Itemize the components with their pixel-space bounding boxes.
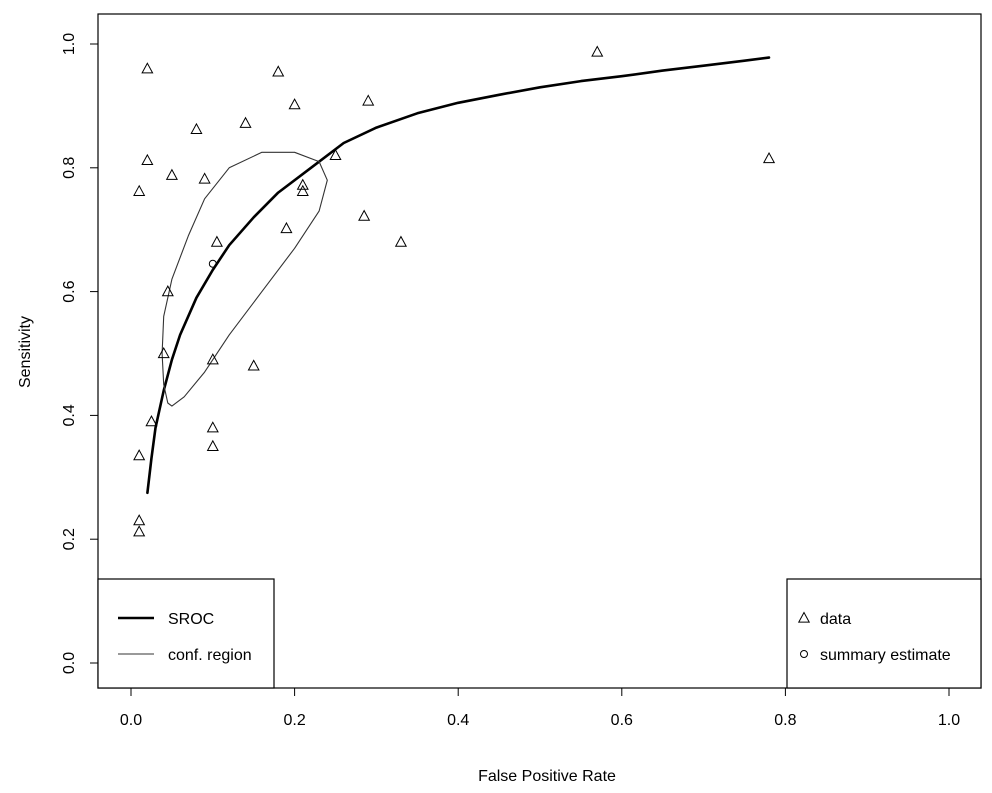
data-point-triangle [190, 122, 203, 135]
data-point-triangle [206, 421, 219, 433]
legend-layer: SROC conf. region data summary estimate [97, 578, 982, 689]
data-point-triangle [296, 184, 309, 196]
data-point-triangle [239, 116, 252, 128]
x-axis-label: False Positive Rate [478, 768, 616, 785]
data-point-triangle [141, 62, 154, 74]
x-tick-label: 0.4 [447, 712, 469, 729]
data-point-triangle [394, 235, 408, 247]
x-tick-label: 0.6 [611, 712, 633, 729]
y-tick-label: 0.8 [61, 157, 78, 179]
legend-bottom-left: SROC conf. region [97, 578, 275, 689]
x-axis: 0.0 0.2 0.4 0.6 0.8 1.0 [120, 687, 960, 729]
series-layer [133, 45, 776, 537]
data-point-triangle [141, 153, 154, 165]
data-point-triangle [161, 285, 174, 297]
data-point-triangle [762, 151, 776, 164]
x-tick-label: 0.8 [774, 712, 796, 729]
legend-label: data [820, 611, 851, 628]
data-point-triangle [198, 172, 211, 184]
data-point-triangle [133, 525, 146, 537]
data-point-triangle [165, 168, 178, 180]
data-point-triangle [362, 94, 375, 106]
data-point-triangle [206, 439, 219, 451]
data-point-triangle [296, 178, 309, 190]
x-tick-label: 1.0 [938, 712, 960, 729]
legend-label: conf. region [168, 647, 252, 664]
y-axis: 0.0 0.2 0.4 0.6 0.8 1.0 [61, 33, 99, 674]
legend-label: summary estimate [820, 647, 951, 664]
y-tick-label: 0.2 [61, 528, 78, 550]
y-tick-label: 0.0 [61, 652, 78, 674]
data-point-triangle [288, 98, 301, 110]
data-point-triangle [133, 449, 146, 461]
data-point-triangle [145, 415, 158, 427]
legend-swatch-triangle [797, 611, 811, 623]
data-point-triangle [280, 221, 293, 234]
data-point-triangle [210, 235, 223, 247]
sroc-curve [146, 56, 771, 495]
x-tick-label: 0.0 [120, 712, 142, 729]
data-point-triangle [329, 148, 342, 161]
legend-label: SROC [168, 611, 214, 628]
legend-box [97, 578, 275, 689]
legend-bottom-right: data summary estimate [786, 578, 982, 689]
y-axis-label: Sensitivity [17, 316, 34, 388]
data-point-triangle [272, 65, 285, 77]
data-point-triangle [591, 45, 604, 57]
y-tick-label: 0.6 [61, 280, 78, 302]
data-point-triangle [133, 514, 146, 526]
data-point-triangle [247, 359, 260, 371]
data-point-triangle [133, 184, 146, 196]
data-point-triangle [358, 209, 371, 221]
y-tick-label: 1.0 [61, 33, 78, 55]
summary-estimate-point [208, 259, 217, 268]
data-point-triangle [157, 346, 170, 359]
y-tick-label: 0.4 [61, 404, 78, 426]
legend-box [786, 578, 982, 689]
legend-swatch-circle [800, 650, 808, 658]
data-point-triangle [206, 353, 219, 365]
x-tick-label: 0.2 [283, 712, 305, 729]
confidence-region-outline [161, 151, 328, 407]
